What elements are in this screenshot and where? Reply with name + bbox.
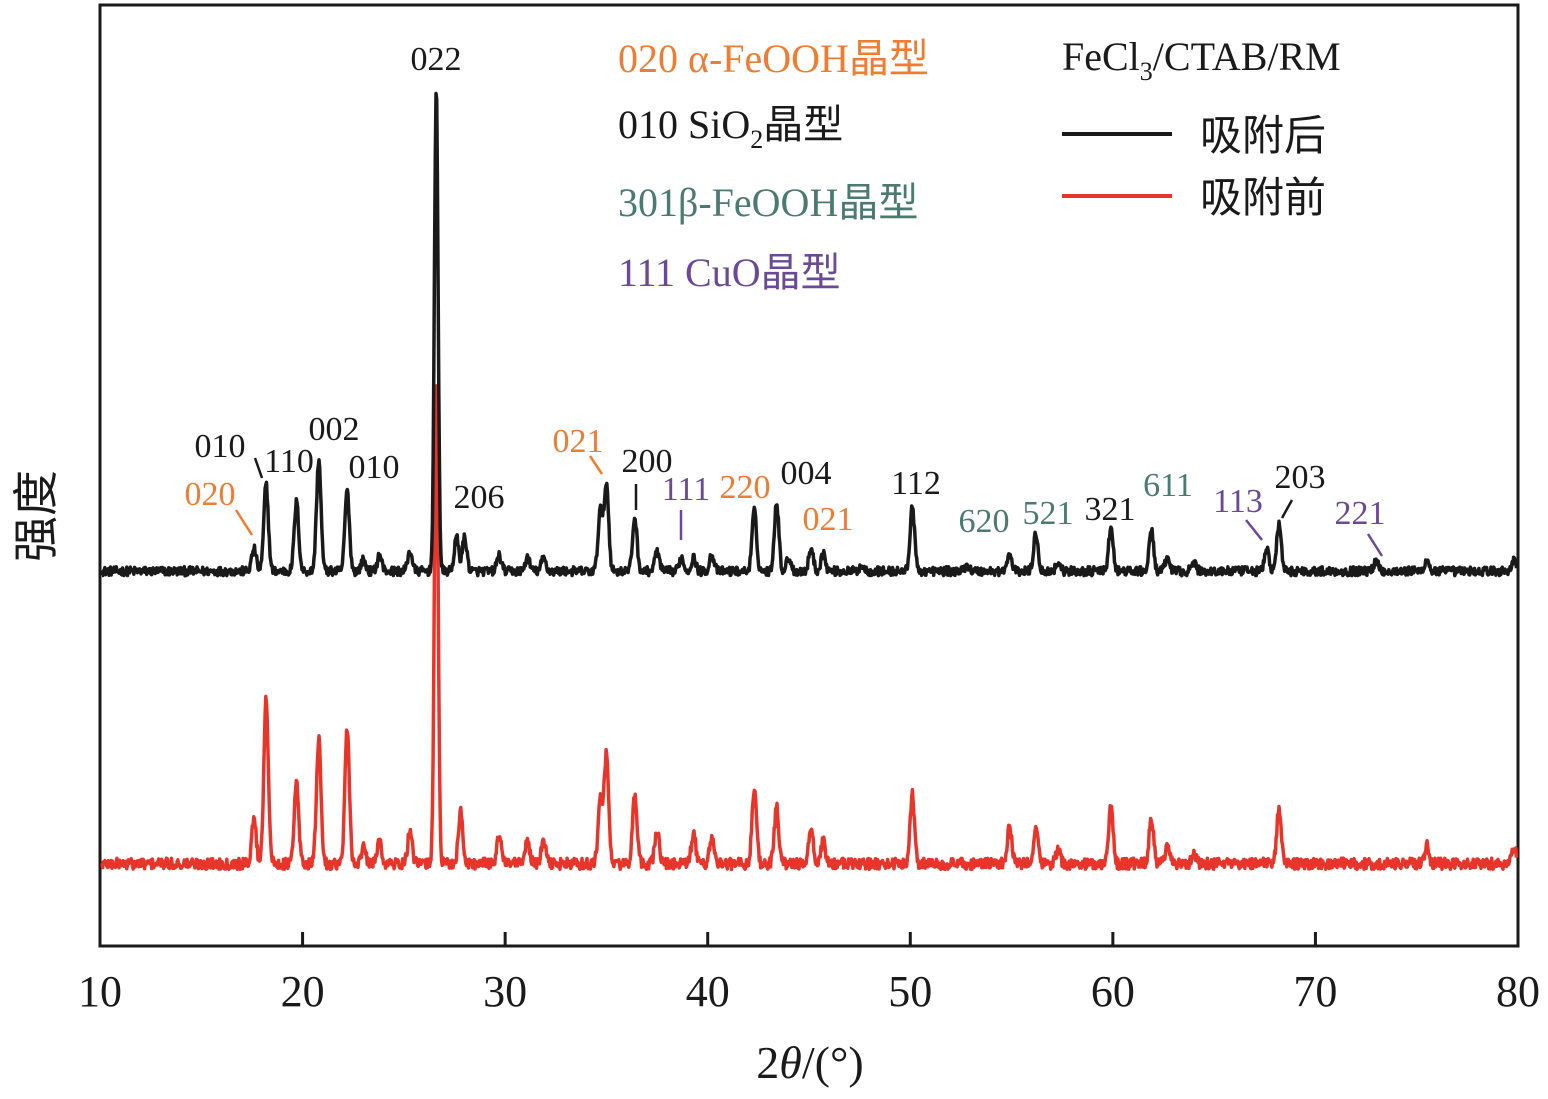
x-tick-label: 20: [281, 967, 325, 1016]
x-axis-label: 2θ/(°): [756, 1037, 863, 1088]
peak-label-206: 206: [454, 479, 505, 516]
peak-label-521: 521: [1023, 495, 1074, 532]
x-tick-label: 30: [483, 967, 527, 1016]
phase-key-beta-feooh: 301β-FeOOH晶型: [618, 180, 918, 225]
series-line-before-adsorption: [100, 384, 1519, 872]
peak-annotations: 022 010 110 002 010 020 206 021 200 111 …: [185, 41, 1386, 557]
svg-text:2θ/(°): 2θ/(°): [756, 1037, 863, 1088]
peak-label-221: 221: [1335, 495, 1386, 532]
peak-label-112: 112: [891, 465, 941, 502]
x-tick-label: 50: [888, 967, 932, 1016]
x-axis-ticks: 10 20 30 40 50 60 70 80: [78, 932, 1540, 1016]
legend-title: FeCl3/CTAB/RM: [1062, 34, 1341, 86]
x-tick-label: 70: [1293, 967, 1337, 1016]
peak-label-004: 004: [781, 455, 832, 492]
series-group: [100, 91, 1519, 872]
peak-leader-021-a: [588, 455, 604, 475]
peak-label-203: 203: [1275, 459, 1326, 496]
peak-label-021-b: 021: [803, 501, 854, 538]
peak-leader-113: [1245, 519, 1263, 541]
peak-label-220: 220: [720, 469, 771, 506]
peak-label-611: 611: [1143, 467, 1193, 504]
plot-frame: [98, 3, 1520, 948]
peak-label-110: 110: [264, 443, 314, 480]
peak-label-321: 321: [1085, 491, 1136, 528]
peak-label-002: 002: [309, 411, 360, 448]
x-tick-label: 10: [78, 967, 122, 1016]
peak-label-620: 620: [959, 503, 1010, 540]
peak-leader-221: [1366, 533, 1384, 557]
peak-label-022: 022: [411, 41, 462, 78]
phase-key-cuo: 111 CuO晶型: [618, 250, 841, 295]
peak-label-020: 020: [185, 476, 236, 513]
legend-label-before: 吸附前: [1200, 176, 1326, 222]
peak-leader-203: [1280, 499, 1294, 519]
phase-key-alpha-feooh: 020 α-FeOOH晶型: [618, 36, 929, 81]
phase-key-sio2: 010 SiO2晶型: [618, 102, 843, 154]
peak-label-111: 111: [662, 471, 710, 508]
peak-label-200: 200: [622, 443, 673, 480]
peak-label-021-a: 021: [553, 423, 604, 460]
x-tick-label: 80: [1496, 967, 1540, 1016]
series-line-after-adsorption: [100, 91, 1519, 578]
peak-leader-020: [234, 509, 254, 536]
peak-label-113: 113: [1213, 483, 1263, 520]
peak-leader-010-a: [253, 457, 264, 479]
legend: FeCl3/CTAB/RM 吸附后 吸附前: [1062, 34, 1341, 222]
peak-label-010-a: 010: [195, 428, 246, 465]
phase-key: 020 α-FeOOH晶型 010 SiO2晶型 301β-FeOOH晶型 11…: [618, 36, 929, 295]
x-tick-label: 60: [1091, 967, 1135, 1016]
peak-label-010-b: 010: [349, 449, 400, 486]
x-tick-label: 40: [686, 967, 730, 1016]
legend-label-after: 吸附后: [1200, 114, 1326, 160]
y-axis-label: 强度: [11, 470, 62, 562]
